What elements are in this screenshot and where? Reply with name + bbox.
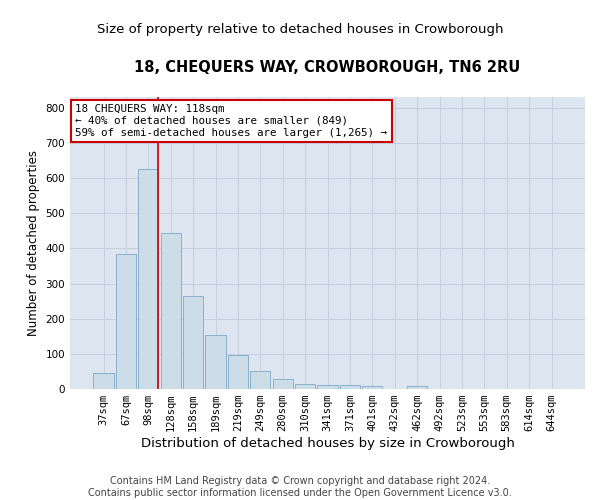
Bar	[161, 233, 181, 389]
Bar	[340, 385, 360, 389]
Text: Contains HM Land Registry data © Crown copyright and database right 2024.
Contai: Contains HM Land Registry data © Crown c…	[88, 476, 512, 498]
Bar	[407, 386, 427, 389]
Y-axis label: Number of detached properties: Number of detached properties	[27, 150, 40, 336]
Text: 18 CHEQUERS WAY: 118sqm
← 40% of detached houses are smaller (849)
59% of semi-d: 18 CHEQUERS WAY: 118sqm ← 40% of detache…	[75, 104, 387, 138]
Bar	[94, 373, 113, 389]
Bar	[116, 254, 136, 389]
Title: 18, CHEQUERS WAY, CROWBOROUGH, TN6 2RU: 18, CHEQUERS WAY, CROWBOROUGH, TN6 2RU	[134, 60, 521, 75]
Bar	[362, 386, 382, 389]
Bar	[250, 371, 271, 389]
Bar	[183, 296, 203, 389]
X-axis label: Distribution of detached houses by size in Crowborough: Distribution of detached houses by size …	[140, 437, 514, 450]
Bar	[138, 169, 158, 389]
Bar	[228, 356, 248, 389]
Bar	[272, 379, 293, 389]
Bar	[205, 335, 226, 389]
Bar	[317, 385, 338, 389]
Text: Size of property relative to detached houses in Crowborough: Size of property relative to detached ho…	[97, 22, 503, 36]
Bar	[295, 384, 315, 389]
